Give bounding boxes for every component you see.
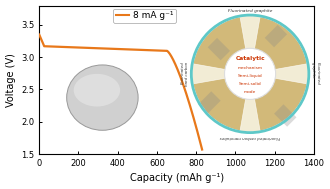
Ellipse shape [67,65,138,130]
Ellipse shape [74,74,120,107]
X-axis label: Capacity (mAh g⁻¹): Capacity (mAh g⁻¹) [129,174,224,184]
Y-axis label: Voltage (V): Voltage (V) [6,53,16,107]
Legend: 8 mA g⁻¹: 8 mA g⁻¹ [113,9,176,23]
